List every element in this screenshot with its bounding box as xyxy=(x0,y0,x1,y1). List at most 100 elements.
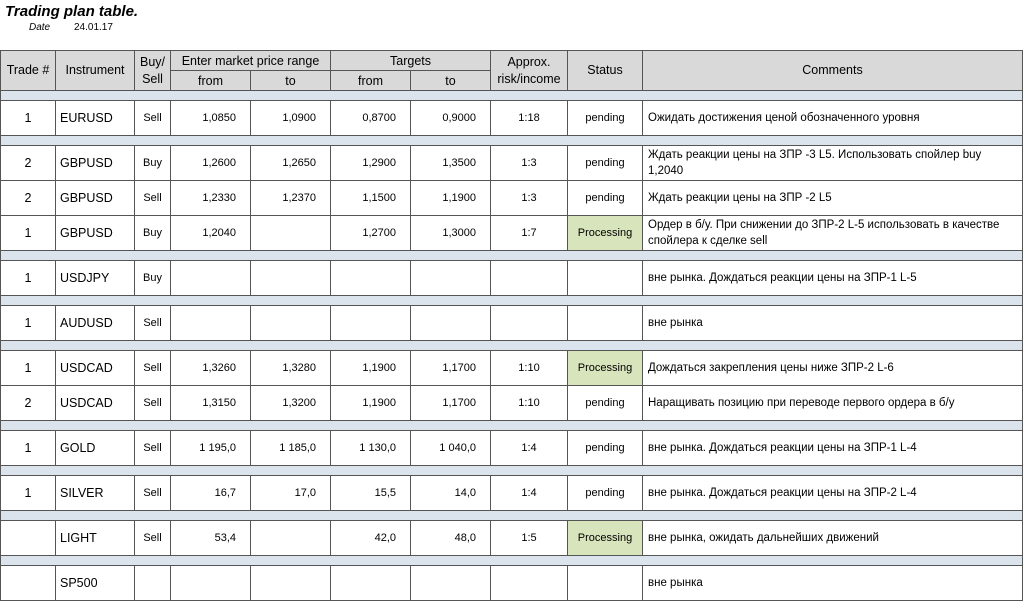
subcolumn-header: to xyxy=(250,70,331,91)
instrument: SILVER xyxy=(55,475,135,511)
instrument: GBPUSD xyxy=(55,145,135,181)
side: Buy xyxy=(134,145,171,181)
entry-to: 1,3200 xyxy=(250,385,331,421)
status: Processing xyxy=(567,350,643,386)
comment: Ждать реакции цены на ЗПР -2 L5 xyxy=(642,180,1023,216)
separator-row xyxy=(0,295,1023,306)
trade-number: 1 xyxy=(0,260,56,296)
entry-to xyxy=(250,520,331,556)
instrument: USDCAD xyxy=(55,350,135,386)
data-row: SP500 вне рынка xyxy=(0,565,1023,601)
target-to xyxy=(410,260,491,296)
trade-number: 1 xyxy=(0,215,56,251)
status xyxy=(567,565,643,601)
status: pending xyxy=(567,100,643,136)
data-row: LIGHT Sell 53,4 42,0 48,0 1:5 Processing вне ры… xyxy=(0,520,1023,556)
separator-row xyxy=(0,465,1023,476)
data-row: 1 GBPUSD Buy 1,2040 1,2700 1,3000 1:7 Processin… xyxy=(0,215,1023,251)
side: Sell xyxy=(134,180,171,216)
comment: Ожидать достижения ценой обозначенного у… xyxy=(642,100,1023,136)
target-from: 0,8700 xyxy=(330,100,411,136)
trade-number: 1 xyxy=(0,430,56,466)
risk-income: 1:4 xyxy=(490,430,568,466)
side: Buy xyxy=(134,260,171,296)
target-from: 1,1900 xyxy=(330,350,411,386)
data-row: 1 USDJPY Buy вне рынка. Дождаться реакции ц… xyxy=(0,260,1023,296)
column-header: Trade # xyxy=(0,50,56,91)
entry-to xyxy=(250,565,331,601)
risk-income: 1:18 xyxy=(490,100,568,136)
entry-to: 1,0900 xyxy=(250,100,331,136)
separator-cell xyxy=(0,465,1023,476)
side xyxy=(134,565,171,601)
column-header: Approx. risk/income xyxy=(490,50,568,91)
column-header: Targets xyxy=(330,50,491,71)
separator-row xyxy=(0,90,1023,101)
data-row: 2 USDCAD Sell 1,3150 1,3200 1,1900 1,1700 1:10 p… xyxy=(0,385,1023,421)
side: Sell xyxy=(134,385,171,421)
target-from: 1 130,0 xyxy=(330,430,411,466)
risk-income xyxy=(490,565,568,601)
date: 24.01.17 xyxy=(74,22,113,33)
status: pending xyxy=(567,180,643,216)
separator-cell xyxy=(0,90,1023,101)
target-to: 1 040,0 xyxy=(410,430,491,466)
separator-cell xyxy=(0,510,1023,521)
risk-income: 1:5 xyxy=(490,520,568,556)
data-row: 1 EURUSD Sell 1,0850 1,0900 0,8700 0,9000 1:18 p… xyxy=(0,100,1023,136)
status: pending xyxy=(567,430,643,466)
data-row: 1 SILVER Sell 16,7 17,0 15,5 14,0 1:4 pending вне… xyxy=(0,475,1023,511)
instrument: USDCAD xyxy=(55,385,135,421)
status: pending xyxy=(567,145,643,181)
data-row: 1 GOLD Sell 1 195,0 1 185,0 1 130,0 1 040,0 1:4… xyxy=(0,430,1023,466)
column-header: Enter market price range xyxy=(170,50,331,71)
target-from: 1,2900 xyxy=(330,145,411,181)
data-row: 1 USDCAD Sell 1,3260 1,3280 1,1900 1,1700 1:10 P… xyxy=(0,350,1023,386)
side: Sell xyxy=(134,305,171,341)
table-body: 1 EURUSD Sell 1,0850 1,0900 0,8700 0,9000 1:18 p… xyxy=(0,90,1023,601)
subcolumn-header: to xyxy=(410,70,491,91)
separator-row xyxy=(0,250,1023,261)
risk-income: 1:10 xyxy=(490,350,568,386)
target-from: 42,0 xyxy=(330,520,411,556)
instrument: USDJPY xyxy=(55,260,135,296)
instrument: GBPUSD xyxy=(55,180,135,216)
entry-to xyxy=(250,260,331,296)
separator-row xyxy=(0,340,1023,351)
target-from: 1,1900 xyxy=(330,385,411,421)
entry-from: 1,0850 xyxy=(170,100,251,136)
target-to: 1,1700 xyxy=(410,385,491,421)
entry-to: 1 185,0 xyxy=(250,430,331,466)
comment: Ордер в б/у. При снижении до ЗПР-2 L-5 и… xyxy=(642,215,1023,251)
target-from xyxy=(330,305,411,341)
instrument: AUDUSD xyxy=(55,305,135,341)
separator-row xyxy=(0,135,1023,146)
target-to: 0,9000 xyxy=(410,100,491,136)
risk-income xyxy=(490,305,568,341)
trade-number: 1 xyxy=(0,475,56,511)
entry-from: 53,4 xyxy=(170,520,251,556)
data-row: 2 GBPUSD Sell 1,2330 1,2370 1,1500 1,1900 1:3 pe… xyxy=(0,180,1023,216)
title: Trading plan table. xyxy=(5,3,139,20)
entry-from xyxy=(170,305,251,341)
target-to: 1,3000 xyxy=(410,215,491,251)
data-row: 1 AUDUSD Sell вне рынка xyxy=(0,305,1023,341)
trade-number: 2 xyxy=(0,180,56,216)
side: Sell xyxy=(134,520,171,556)
risk-income: 1:3 xyxy=(490,145,568,181)
column-header: Instrument xyxy=(55,50,135,91)
trade-number: 2 xyxy=(0,385,56,421)
target-to: 1,1900 xyxy=(410,180,491,216)
instrument: LIGHT xyxy=(55,520,135,556)
instrument: GOLD xyxy=(55,430,135,466)
entry-from xyxy=(170,260,251,296)
column-header: Buy/ Sell xyxy=(134,50,171,91)
trade-number xyxy=(0,565,56,601)
trade-number xyxy=(0,520,56,556)
risk-income: 1:4 xyxy=(490,475,568,511)
instrument: GBPUSD xyxy=(55,215,135,251)
target-to xyxy=(410,305,491,341)
trade-number: 1 xyxy=(0,305,56,341)
separator-cell xyxy=(0,135,1023,146)
